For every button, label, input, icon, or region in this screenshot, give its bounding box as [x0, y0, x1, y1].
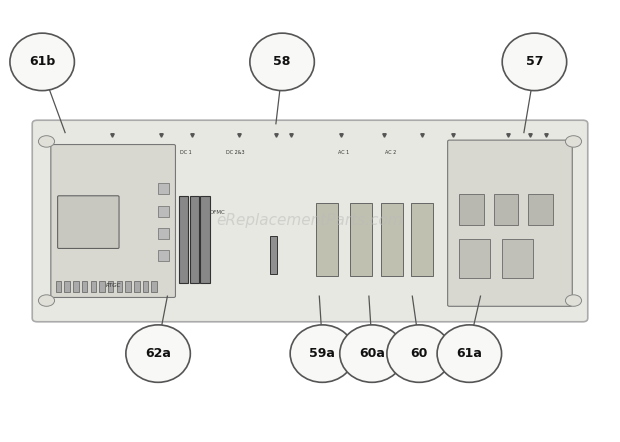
Bar — [350, 203, 372, 276]
Text: RTGC: RTGC — [105, 282, 121, 288]
FancyBboxPatch shape — [200, 196, 210, 283]
Text: AC 2: AC 2 — [385, 150, 396, 155]
Text: DFMC: DFMC — [209, 210, 225, 215]
Circle shape — [565, 136, 582, 147]
Bar — [459, 194, 484, 225]
FancyBboxPatch shape — [190, 196, 199, 283]
Ellipse shape — [437, 325, 502, 382]
Bar — [91, 281, 96, 292]
Bar — [151, 281, 157, 292]
Circle shape — [38, 295, 55, 306]
Bar — [134, 281, 140, 292]
Bar — [73, 281, 79, 292]
Text: 61b: 61b — [29, 55, 55, 69]
Text: 62a: 62a — [145, 347, 171, 360]
Text: 58: 58 — [273, 55, 291, 69]
Bar — [411, 203, 433, 276]
Text: DC 1: DC 1 — [180, 150, 192, 155]
Bar — [494, 194, 518, 225]
Circle shape — [565, 295, 582, 306]
Bar — [64, 281, 70, 292]
Text: 61a: 61a — [456, 347, 482, 360]
Bar — [158, 250, 169, 261]
Ellipse shape — [290, 325, 355, 382]
Ellipse shape — [387, 325, 451, 382]
Text: DC 2&3: DC 2&3 — [226, 150, 245, 155]
Bar — [316, 203, 338, 276]
Bar — [502, 239, 533, 278]
Bar — [270, 236, 277, 274]
FancyBboxPatch shape — [179, 196, 188, 283]
Bar — [158, 183, 169, 194]
Text: eReplacementParts.com: eReplacementParts.com — [216, 213, 404, 229]
Ellipse shape — [126, 325, 190, 382]
Circle shape — [38, 136, 55, 147]
FancyBboxPatch shape — [448, 140, 572, 306]
Text: 60: 60 — [410, 347, 428, 360]
Bar — [82, 281, 87, 292]
FancyBboxPatch shape — [51, 145, 175, 297]
Text: 60a: 60a — [359, 347, 385, 360]
Ellipse shape — [340, 325, 404, 382]
Ellipse shape — [502, 33, 567, 91]
Bar — [158, 228, 169, 239]
Bar — [459, 239, 490, 278]
Text: AC 1: AC 1 — [339, 150, 350, 155]
FancyBboxPatch shape — [58, 196, 119, 248]
Ellipse shape — [10, 33, 74, 91]
Bar — [56, 281, 61, 292]
Bar — [99, 281, 105, 292]
FancyBboxPatch shape — [32, 120, 588, 322]
Bar — [117, 281, 122, 292]
Bar — [108, 281, 113, 292]
Bar — [528, 194, 553, 225]
Bar — [125, 281, 131, 292]
Ellipse shape — [250, 33, 314, 91]
Text: 59a: 59a — [309, 347, 335, 360]
Bar — [158, 206, 169, 217]
Bar — [381, 203, 403, 276]
Bar — [143, 281, 148, 292]
Text: 57: 57 — [526, 55, 543, 69]
